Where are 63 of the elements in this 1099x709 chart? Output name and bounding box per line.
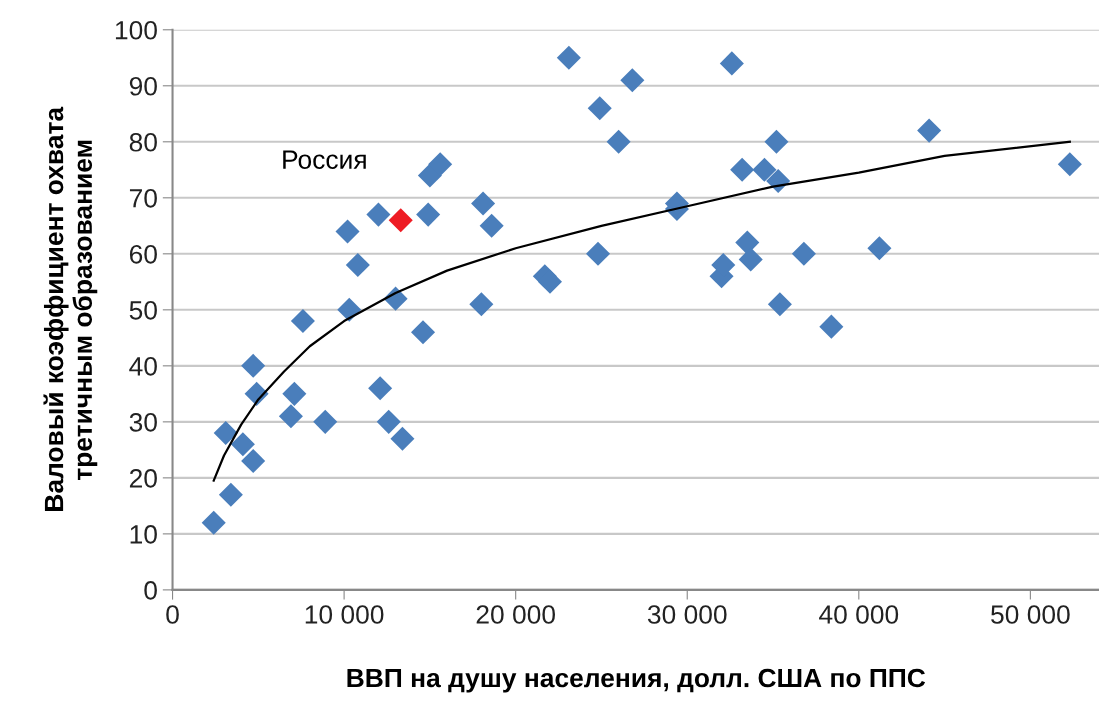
- point: [282, 381, 307, 406]
- y-tick-label: 70: [129, 188, 157, 208]
- y-tick-label: 40: [129, 356, 157, 376]
- point: [620, 68, 645, 93]
- x-tick-label: 30 000: [647, 605, 727, 624]
- point: [730, 157, 755, 182]
- y-tick-label: 60: [129, 244, 157, 264]
- point: [366, 202, 391, 227]
- point: [230, 432, 255, 457]
- point: [752, 157, 777, 182]
- point: [290, 309, 315, 334]
- y-tick-label: 100: [115, 20, 157, 40]
- point: [819, 314, 844, 339]
- annotation: Россия: [283, 150, 366, 169]
- point: [201, 510, 226, 535]
- point: [791, 241, 816, 266]
- point: [587, 96, 612, 121]
- point: [917, 118, 942, 143]
- point: [471, 191, 496, 216]
- point: [411, 320, 436, 345]
- x-tick-label: 10 000: [305, 605, 384, 624]
- y-tick-label: 0: [144, 581, 157, 600]
- point: [390, 426, 415, 451]
- point: [368, 376, 393, 401]
- point: [537, 269, 563, 294]
- y-tick-label: 50: [129, 300, 157, 320]
- point: [606, 129, 631, 154]
- point: [1057, 152, 1082, 177]
- point: [337, 297, 362, 322]
- line-series: [212, 140, 1071, 482]
- y-axis-title: Валовый коэффициент охвата третичным образованием: [43, 106, 98, 511]
- point: [556, 45, 581, 70]
- x-tick-label: 50 000: [991, 605, 1070, 624]
- point: [719, 51, 744, 76]
- point: [241, 449, 266, 474]
- point: [867, 236, 892, 261]
- point: [767, 292, 792, 317]
- point: [764, 129, 789, 154]
- point: [241, 353, 266, 378]
- point: [388, 208, 413, 233]
- y-tick-label: 20: [129, 469, 157, 488]
- point: [469, 292, 494, 317]
- point: [479, 213, 504, 238]
- y-tick-label: 90: [129, 76, 157, 96]
- point: [428, 152, 453, 177]
- x-axis-title: ВВП на душу населения, долл. США по ППС: [347, 668, 926, 693]
- point: [335, 219, 360, 244]
- point: [738, 247, 763, 272]
- y-tick-label: 10: [130, 525, 157, 544]
- point: [213, 421, 238, 446]
- point: [735, 230, 760, 255]
- x-tick-label: 20 000: [476, 605, 555, 624]
- point: [416, 202, 441, 227]
- y-tick-label: 80: [129, 132, 157, 152]
- point: [278, 404, 303, 429]
- point: [218, 482, 243, 507]
- x-tick-label: 40 000: [819, 605, 899, 624]
- y-tick-label: 30: [129, 412, 157, 432]
- x-tick-label: 0: [166, 605, 179, 624]
- point: [345, 253, 370, 278]
- point: [376, 409, 401, 434]
- point: [313, 409, 338, 434]
- point: [586, 241, 611, 266]
